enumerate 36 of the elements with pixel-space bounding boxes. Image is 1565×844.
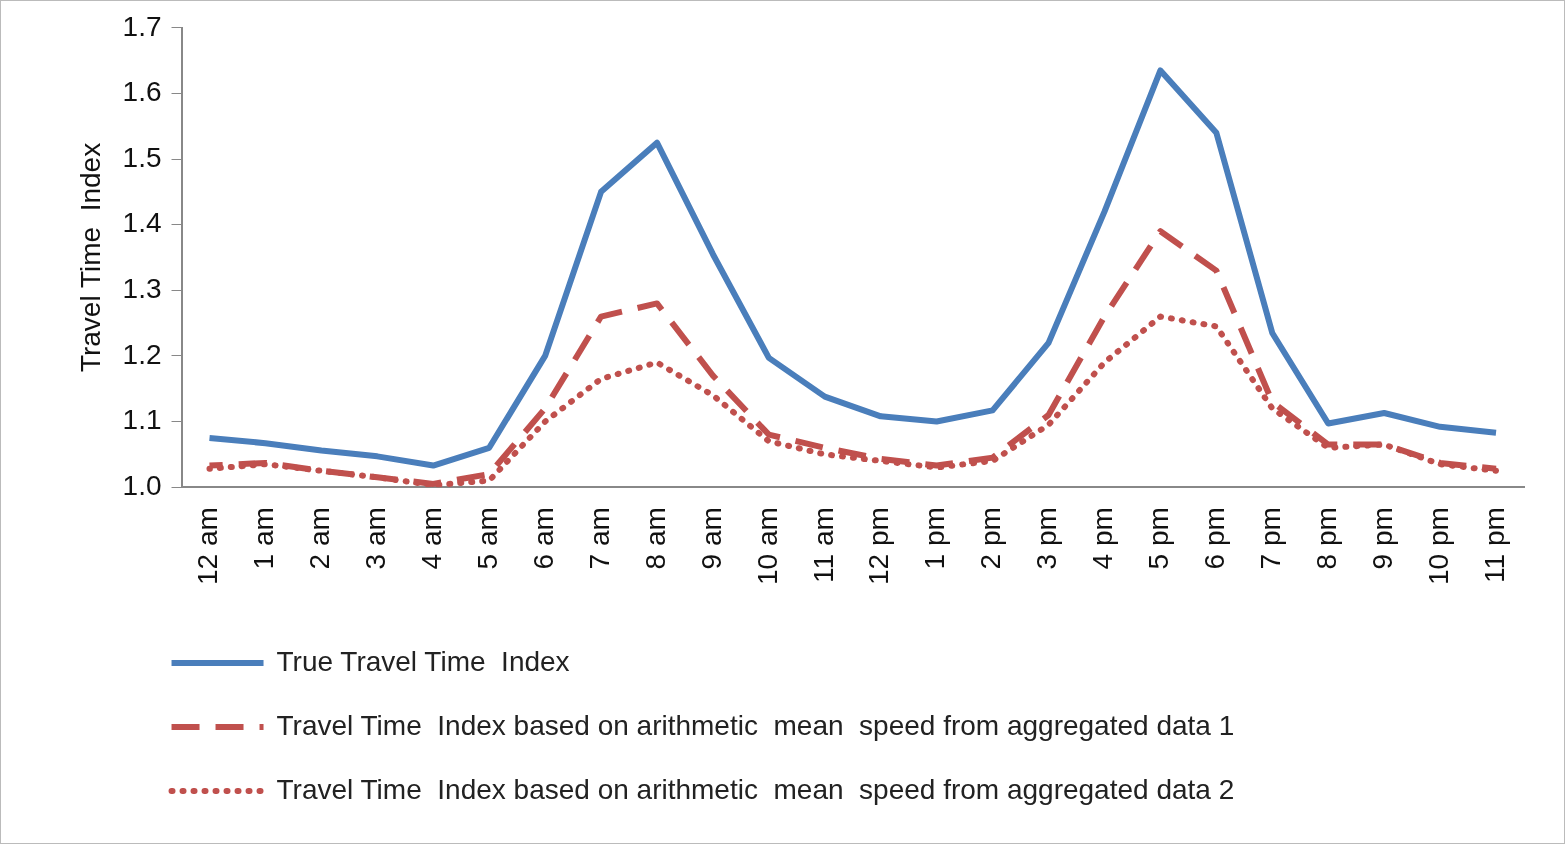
y-tick-label: 1.3	[122, 273, 162, 305]
x-tick-label: 2 am	[304, 507, 336, 570]
y-axis-title: Travel Time Index	[74, 142, 106, 373]
y-tick-label: 1.0	[122, 469, 162, 501]
x-tick-label: 2 pm	[975, 507, 1007, 570]
x-tick-label: 6 pm	[1199, 507, 1231, 570]
y-tick-label: 1.7	[122, 10, 162, 42]
x-tick-label: 1 am	[248, 507, 280, 570]
x-tick-label: 1 pm	[919, 507, 951, 570]
x-tick-label: 9 am	[695, 507, 727, 570]
y-tick-label: 1.5	[122, 141, 162, 173]
y-tick-label: 1.1	[122, 404, 162, 436]
legend-label: Travel Time Index based on arithmetic mean speed from aggregated data 1	[276, 709, 1235, 741]
x-tick-label: 11 am	[807, 507, 839, 583]
x-tick-label: 10 am	[751, 507, 783, 586]
x-tick-label: 5 am	[471, 507, 503, 570]
legend-label: Travel Time Index based on arithmetic mean speed from aggregated data 2	[276, 773, 1235, 805]
y-tick-label: 1.6	[122, 76, 162, 108]
y-tick-label: 1.2	[122, 338, 162, 370]
x-tick-label: 7 am	[583, 507, 615, 570]
x-tick-label: 7 pm	[1255, 507, 1286, 570]
x-tick-label: 6 am	[527, 507, 559, 570]
x-tick-label: 12 am	[192, 507, 224, 586]
x-tick-label: 8 pm	[1310, 507, 1342, 570]
x-tick-label: 5 pm	[1143, 507, 1175, 570]
x-tick-label: 3 pm	[1031, 507, 1063, 570]
x-tick-label: 11 pm	[1478, 507, 1510, 583]
x-tick-label: 4 pm	[1087, 507, 1119, 570]
x-tick-label: 9 pm	[1366, 507, 1398, 570]
y-tick-label: 1.4	[122, 207, 162, 239]
x-tick-label: 8 am	[639, 507, 671, 570]
legend-label: True Travel Time Index	[276, 645, 570, 677]
x-tick-label: 12 pm	[863, 507, 895, 586]
x-tick-label: 10 pm	[1422, 507, 1454, 586]
x-tick-label: 4 am	[415, 507, 447, 570]
x-tick-label: 3 am	[360, 507, 392, 570]
